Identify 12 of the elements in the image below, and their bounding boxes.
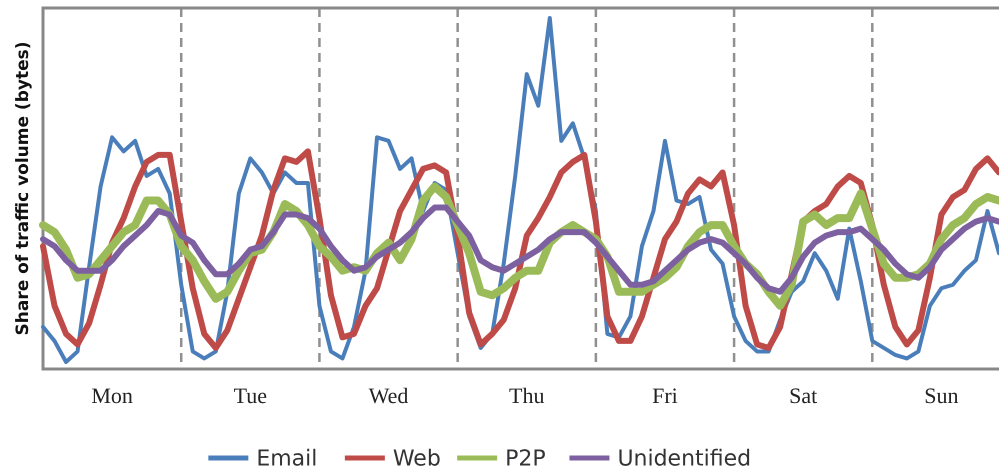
x-tick-label: Fri bbox=[652, 383, 678, 408]
x-tick-label: Mon bbox=[91, 383, 133, 408]
x-tick-label: Tue bbox=[234, 383, 268, 408]
x-tick-label: Thu bbox=[509, 383, 544, 408]
legend-label: P2P bbox=[505, 446, 546, 472]
y-axis-title: Share of traffic volume (bytes) bbox=[13, 42, 33, 336]
legend-label: Web bbox=[392, 446, 441, 472]
x-tick-label: Wed bbox=[368, 383, 408, 408]
x-tick-label: Sat bbox=[789, 383, 818, 408]
legend-label: Email bbox=[256, 446, 318, 472]
legend-label: Unidentified bbox=[617, 446, 752, 472]
x-tick-label: Sun bbox=[924, 383, 959, 408]
